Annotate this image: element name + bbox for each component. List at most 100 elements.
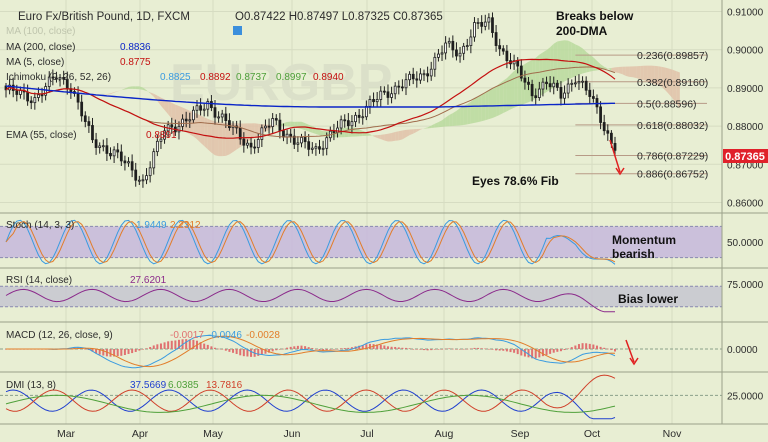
macd-histogram-bar	[469, 348, 472, 350]
candle-body	[581, 80, 584, 83]
y-tick-label: 0.90000	[727, 46, 764, 57]
cloud-segment	[175, 104, 179, 126]
candle-body	[76, 93, 80, 103]
cloud-segment	[168, 101, 172, 119]
cloud-segment	[369, 134, 374, 137]
cloud-segment	[402, 129, 406, 140]
macd-histogram-bar	[170, 340, 173, 349]
candle-body	[51, 76, 55, 79]
macd-histogram-bar	[614, 349, 616, 352]
candle-body	[433, 56, 437, 70]
pane-value: -0.0046	[208, 330, 242, 341]
pane-title: MACD (12, 26, close, 9)	[6, 330, 113, 341]
cloud-segment	[557, 40, 561, 86]
macd-histogram-bar	[239, 349, 242, 356]
candle-body	[602, 122, 606, 132]
macd-histogram-bar	[430, 349, 433, 351]
cloud-segment	[607, 67, 612, 71]
candle-body	[588, 89, 592, 97]
arrow-down-icon	[615, 167, 625, 176]
candle-body	[501, 48, 505, 52]
cloud-segment	[409, 129, 414, 136]
candle-body	[552, 82, 556, 88]
cloud-segment	[290, 121, 295, 128]
cloud-segment	[128, 86, 133, 89]
macd-histogram-bar	[214, 347, 217, 349]
candle-body	[343, 119, 347, 122]
candle-body	[599, 106, 602, 123]
macd-histogram-bar	[520, 349, 523, 356]
macd-histogram-bar	[505, 349, 508, 352]
cloud-segment	[132, 86, 136, 90]
cloud-segment	[218, 122, 223, 157]
x-tick-label: Nov	[663, 428, 682, 440]
macd-histogram-bar	[286, 347, 289, 349]
candle-body	[94, 139, 98, 148]
cloud-segment	[139, 86, 143, 90]
cloud-segment	[452, 110, 457, 126]
legend-ema-value: 0.8891	[146, 130, 177, 141]
cloud-segment	[247, 123, 252, 142]
cloud-segment	[124, 86, 129, 90]
candle-body	[264, 125, 267, 129]
macd-histogram-bar	[307, 347, 310, 349]
cloud-segment	[478, 94, 482, 123]
cloud-segment	[171, 102, 176, 123]
candle-body	[584, 80, 588, 91]
macd-histogram-bar	[289, 346, 292, 349]
macd-histogram-bar	[221, 349, 224, 350]
x-tick-label: Apr	[132, 428, 149, 440]
macd-histogram-bar	[495, 349, 498, 351]
candle-body	[480, 22, 484, 27]
cloud-segment	[460, 106, 464, 126]
macd-histogram-bar	[610, 349, 613, 351]
cloud-segment	[427, 125, 432, 129]
macd-histogram-bar	[84, 348, 87, 350]
candle-body	[419, 73, 422, 81]
cloud-segment	[661, 66, 666, 91]
candle-body	[530, 83, 534, 97]
candle-body	[303, 137, 307, 143]
cloud-segment	[380, 134, 385, 141]
candle-body	[177, 125, 181, 133]
cloud-segment	[373, 135, 378, 138]
legend-toggle[interactable]	[233, 26, 242, 35]
cloud-segment	[611, 67, 615, 73]
macd-histogram-bar	[365, 344, 368, 349]
cloud-segment	[196, 113, 201, 143]
macd-histogram-bar	[368, 343, 371, 349]
cloud-segment	[384, 133, 388, 142]
macd-histogram-bar	[159, 343, 162, 349]
candle-body	[210, 101, 213, 109]
candle-body	[368, 99, 372, 107]
pane-value: -0.0017	[170, 330, 204, 341]
macd-histogram-bar	[260, 349, 263, 355]
macd-histogram-bar	[513, 349, 516, 353]
macd-histogram-bar	[516, 349, 519, 355]
time-axis-background	[0, 424, 768, 442]
annotation-momentum-1: Momentum	[612, 233, 676, 247]
candle-body	[577, 81, 581, 84]
cloud-segment	[204, 117, 208, 150]
fib-level-label: 0.786(0.87229)	[637, 151, 708, 163]
macd-histogram-bar	[426, 349, 429, 351]
pane-value: 13.7816	[206, 380, 243, 391]
macd-histogram-bar	[131, 349, 134, 354]
candle-body	[573, 82, 577, 85]
macd-histogram-bar	[455, 348, 458, 350]
candle-body	[505, 50, 509, 62]
ma200-line	[5, 85, 615, 108]
fib-level-label: 0.5(0.88596)	[637, 98, 697, 110]
candle-body	[155, 140, 159, 153]
candle-body	[253, 146, 257, 149]
candle-body	[188, 119, 192, 122]
cloud-segment	[456, 108, 461, 126]
candle-body	[379, 90, 383, 100]
macd-histogram-bar	[311, 347, 314, 349]
candle-body	[296, 142, 300, 145]
macd-histogram-bar	[123, 349, 126, 355]
macd-histogram-bar	[271, 349, 274, 352]
candle-body	[332, 130, 336, 133]
macd-line	[6, 334, 616, 369]
legend-ichimoku: Ichimoku (9, 26, 52, 26)	[6, 72, 111, 83]
